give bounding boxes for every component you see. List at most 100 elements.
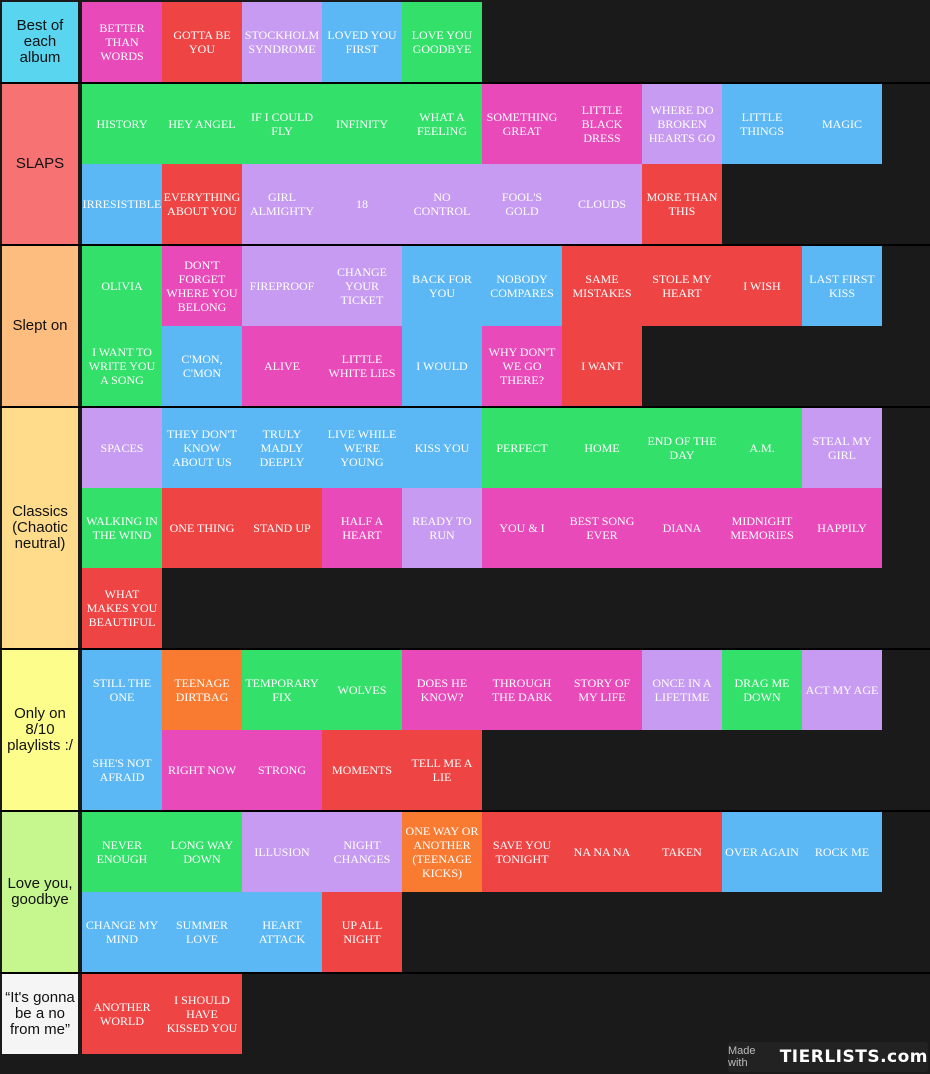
song-tile[interactable]: KISS YOU — [402, 408, 482, 488]
tier-label[interactable]: Love you, goodbye — [2, 812, 78, 972]
song-tile[interactable]: OLIVIA — [82, 246, 162, 326]
song-tile[interactable]: NO CONTROL — [402, 164, 482, 244]
song-tile[interactable]: HEART ATTACK — [242, 892, 322, 972]
song-tile[interactable]: SAME MISTAKES — [562, 246, 642, 326]
song-tile[interactable]: STOCKHOLM SYNDROME — [242, 2, 322, 82]
song-tile[interactable]: TELL ME A LIE — [402, 730, 482, 810]
song-tile[interactable]: HOME — [562, 408, 642, 488]
song-tile[interactable]: I WANT — [562, 326, 642, 406]
song-tile[interactable]: THROUGH THE DARK — [482, 650, 562, 730]
song-tile[interactable]: SAVE YOU TONIGHT — [482, 812, 562, 892]
song-tile[interactable]: TRULY MADLY DEEPLY — [242, 408, 322, 488]
song-tile[interactable]: THEY DON'T KNOW ABOUT US — [162, 408, 242, 488]
song-tile[interactable]: LIVE WHILE WE'RE YOUNG — [322, 408, 402, 488]
song-tile[interactable]: A.M. — [722, 408, 802, 488]
song-tile[interactable]: SHE'S NOT AFRAID — [82, 730, 162, 810]
song-tile[interactable]: STRONG — [242, 730, 322, 810]
song-tile[interactable]: DIANA — [642, 488, 722, 568]
tier-label[interactable]: SLAPS — [2, 84, 78, 244]
song-tile[interactable]: OVER AGAIN — [722, 812, 802, 892]
song-tile[interactable]: TEMPORARY FIX — [242, 650, 322, 730]
song-tile[interactable]: ROCK ME — [802, 812, 882, 892]
song-tile[interactable]: MORE THAN THIS — [642, 164, 722, 244]
song-tile[interactable]: STILL THE ONE — [82, 650, 162, 730]
song-tile[interactable]: MAGIC — [802, 84, 882, 164]
song-tile[interactable]: TAKEN — [642, 812, 722, 892]
song-tile[interactable]: BEST SONG EVER — [562, 488, 642, 568]
song-tile[interactable]: CHANGE YOUR TICKET — [322, 246, 402, 326]
song-tile[interactable]: I SHOULD HAVE KISSED YOU — [162, 974, 242, 1054]
song-tile[interactable]: INFINITY — [322, 84, 402, 164]
song-tile[interactable]: ILLUSION — [242, 812, 322, 892]
song-tile[interactable]: GOTTA BE YOU — [162, 2, 242, 82]
tier-label[interactable]: Best of each album — [2, 2, 78, 82]
tier-label[interactable]: Only on 8/10 playlists :/ — [2, 650, 78, 810]
song-tile[interactable]: LITTLE THINGS — [722, 84, 802, 164]
song-tile[interactable]: WHAT MAKES YOU BEAUTIFUL — [82, 568, 162, 648]
song-tile[interactable]: NIGHT CHANGES — [322, 812, 402, 892]
song-tile[interactable]: LAST FIRST KISS — [802, 246, 882, 326]
song-tile[interactable]: ANOTHER WORLD — [82, 974, 162, 1054]
tier-label[interactable]: “It's gonna be a no from me” — [2, 974, 78, 1054]
song-tile[interactable]: CLOUDS — [562, 164, 642, 244]
song-tile[interactable]: DON'T FORGET WHERE YOU BELONG — [162, 246, 242, 326]
song-tile[interactable]: NA NA NA — [562, 812, 642, 892]
song-tile[interactable]: HISTORY — [82, 84, 162, 164]
song-tile[interactable]: HEY ANGEL — [162, 84, 242, 164]
song-tile[interactable]: HAPPILY — [802, 488, 882, 568]
song-tile[interactable]: READY TO RUN — [402, 488, 482, 568]
song-tile[interactable]: ONE WAY OR ANOTHER (TEENAGE KICKS) — [402, 812, 482, 892]
song-tile[interactable]: RIGHT NOW — [162, 730, 242, 810]
tier-label[interactable]: Slept on — [2, 246, 78, 406]
song-tile[interactable]: ACT MY AGE — [802, 650, 882, 730]
song-tile[interactable]: NOBODY COMPARES — [482, 246, 562, 326]
song-tile[interactable]: FOOL'S GOLD — [482, 164, 562, 244]
song-tile[interactable]: STAND UP — [242, 488, 322, 568]
song-tile[interactable]: IRRESISTIBLE — [82, 164, 162, 244]
song-tile[interactable]: PERFECT — [482, 408, 562, 488]
song-tile[interactable]: FIREPROOF — [242, 246, 322, 326]
song-tile[interactable]: SPACES — [82, 408, 162, 488]
song-tile[interactable]: ONE THING — [162, 488, 242, 568]
song-tile[interactable]: SUMMER LOVE — [162, 892, 242, 972]
song-tile[interactable]: MIDNIGHT MEMORIES — [722, 488, 802, 568]
song-tile[interactable]: EVERYTHING ABOUT YOU — [162, 164, 242, 244]
song-tile[interactable]: END OF THE DAY — [642, 408, 722, 488]
song-tile[interactable]: LOVE YOU GOODBYE — [402, 2, 482, 82]
song-tile[interactable]: ONCE IN A LIFETIME — [642, 650, 722, 730]
song-tile[interactable]: LITTLE BLACK DRESS — [562, 84, 642, 164]
song-tile[interactable]: I WOULD — [402, 326, 482, 406]
song-tile[interactable]: WALKING IN THE WIND — [82, 488, 162, 568]
song-tile[interactable]: DRAG ME DOWN — [722, 650, 802, 730]
song-tile[interactable]: GIRL ALMIGHTY — [242, 164, 322, 244]
song-tile[interactable]: STEAL MY GIRL — [802, 408, 882, 488]
song-tile[interactable]: BETTER THAN WORDS — [82, 2, 162, 82]
song-tile[interactable]: C'MON, C'MON — [162, 326, 242, 406]
song-tile[interactable]: WOLVES — [322, 650, 402, 730]
song-tile[interactable]: I WANT TO WRITE YOU A SONG — [82, 326, 162, 406]
song-tile[interactable]: WHERE DO BROKEN HEARTS GO — [642, 84, 722, 164]
song-tile[interactable]: SOMETHING GREAT — [482, 84, 562, 164]
song-tile[interactable]: STORY OF MY LIFE — [562, 650, 642, 730]
song-tile[interactable]: STOLE MY HEART — [642, 246, 722, 326]
song-tile[interactable]: DOES HE KNOW? — [402, 650, 482, 730]
song-tile[interactable]: YOU & I — [482, 488, 562, 568]
song-tile[interactable]: CHANGE MY MIND — [82, 892, 162, 972]
song-tile[interactable]: I WISH — [722, 246, 802, 326]
song-tile[interactable]: LITTLE WHITE LIES — [322, 326, 402, 406]
watermark: Made with TIERLISTS.com — [728, 1042, 928, 1072]
song-tile[interactable]: UP ALL NIGHT — [322, 892, 402, 972]
song-tile[interactable]: LOVED YOU FIRST — [322, 2, 402, 82]
song-tile[interactable]: WHAT A FEELING — [402, 84, 482, 164]
song-tile[interactable]: HALF A HEART — [322, 488, 402, 568]
song-tile[interactable]: BACK FOR YOU — [402, 246, 482, 326]
song-tile[interactable]: WHY DON'T WE GO THERE? — [482, 326, 562, 406]
tier-label[interactable]: Classics (Chaotic neutral) — [2, 408, 78, 648]
song-tile[interactable]: MOMENTS — [322, 730, 402, 810]
song-tile[interactable]: ALIVE — [242, 326, 322, 406]
song-tile[interactable]: TEENAGE DIRTBAG — [162, 650, 242, 730]
song-tile[interactable]: NEVER ENOUGH — [82, 812, 162, 892]
song-tile[interactable]: LONG WAY DOWN — [162, 812, 242, 892]
song-tile[interactable]: 18 — [322, 164, 402, 244]
song-tile[interactable]: IF I COULD FLY — [242, 84, 322, 164]
